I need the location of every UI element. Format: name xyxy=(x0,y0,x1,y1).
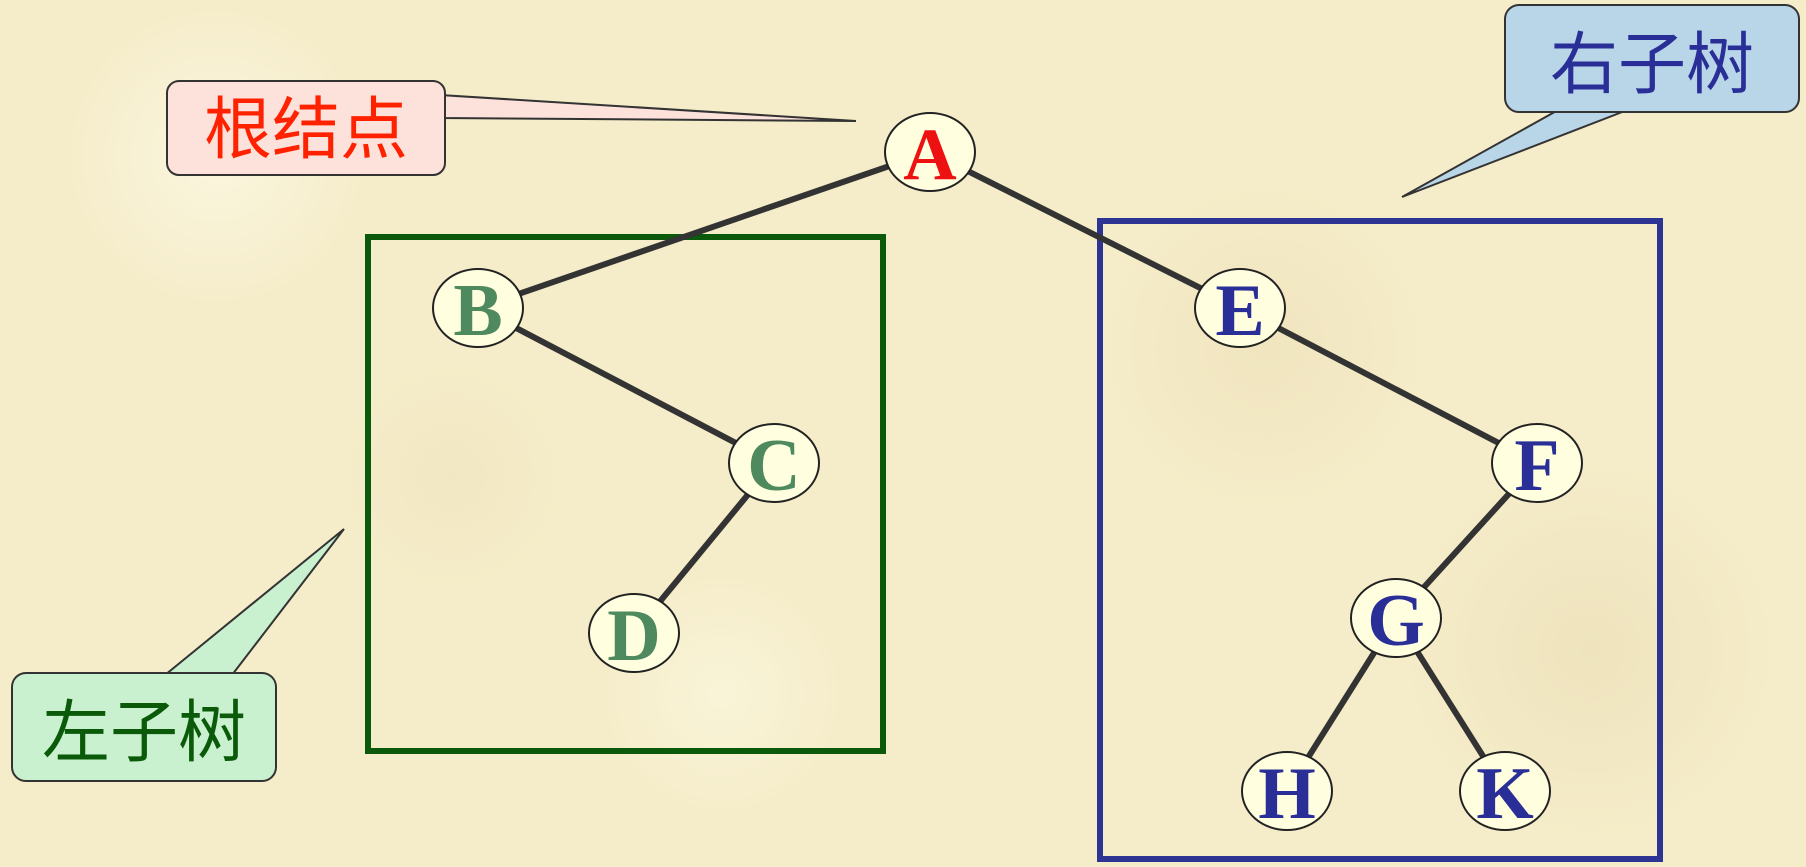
root-callout-pointer xyxy=(439,93,857,122)
node-circle xyxy=(728,423,820,503)
right-callout-box xyxy=(1504,4,1800,113)
node-circle xyxy=(1491,423,1583,503)
tree-node-f: F xyxy=(1491,423,1583,507)
right-subtree-frame xyxy=(1097,218,1663,862)
root-callout-box xyxy=(166,80,446,176)
right-callout-pointer xyxy=(1401,108,1631,198)
left-subtree-callout: 左子树 xyxy=(11,528,345,782)
tree-node-h: H xyxy=(1241,751,1333,835)
tree-node-b: B xyxy=(432,268,524,352)
node-circle xyxy=(1194,268,1286,348)
left-subtree-frame xyxy=(365,234,886,754)
node-circle xyxy=(588,593,680,673)
node-label: C xyxy=(747,425,800,507)
tree-edge-g-h xyxy=(1303,646,1380,763)
node-circle xyxy=(1350,578,1442,658)
left-callout-pointer xyxy=(162,528,345,676)
root-node-callout: 根结点 xyxy=(166,80,857,176)
tree-edges xyxy=(510,162,1515,763)
node-label: G xyxy=(1367,580,1425,662)
right-subtree-callout: 右子树 xyxy=(1401,4,1800,198)
tree-node-g: G xyxy=(1350,578,1442,662)
node-label: H xyxy=(1258,753,1316,835)
tree-edge-b-c xyxy=(510,323,742,448)
tree-edge-a-e xyxy=(962,167,1208,293)
right-callout-label: 右子树 xyxy=(1550,26,1754,105)
node-circle xyxy=(432,268,524,348)
root-callout-label: 根结点 xyxy=(204,91,408,170)
node-label: F xyxy=(1514,425,1559,507)
node-label: D xyxy=(607,595,660,677)
node-circle xyxy=(884,112,976,192)
tree-edge-f-g xyxy=(1418,488,1515,593)
left-callout-box xyxy=(11,672,277,782)
node-circle xyxy=(1241,751,1333,831)
tree-node-d: D xyxy=(588,593,680,677)
left-callout-label: 左子树 xyxy=(42,694,246,773)
node-label: B xyxy=(453,270,502,352)
tree-edge-g-k xyxy=(1412,646,1489,763)
tree-node-c: C xyxy=(728,423,820,507)
tree-node-e: E xyxy=(1194,268,1286,352)
tree-edge-a-b xyxy=(513,162,895,298)
tree-node-a: A xyxy=(884,112,976,196)
node-label: K xyxy=(1476,753,1534,835)
node-label: A xyxy=(903,114,956,196)
node-circle xyxy=(1459,751,1551,831)
tree-nodes: A B C D E F G H K xyxy=(432,112,1583,835)
tree-edge-c-d xyxy=(655,489,753,607)
tree-node-k: K xyxy=(1459,751,1551,835)
tree-edge-e-f xyxy=(1272,323,1505,448)
node-label: E xyxy=(1215,270,1264,352)
